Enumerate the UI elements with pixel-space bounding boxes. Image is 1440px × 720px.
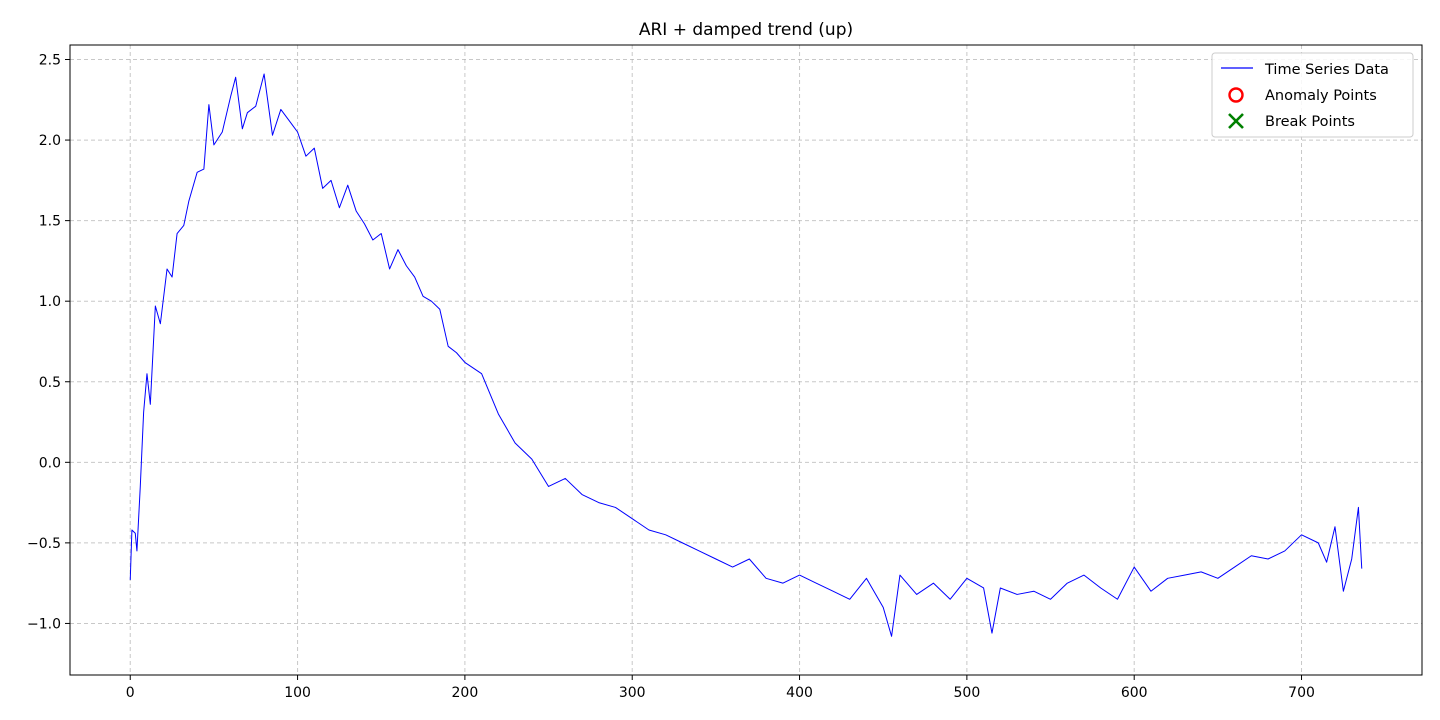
y-tick-label: −1.0 bbox=[27, 616, 61, 632]
x-tick-label: 200 bbox=[452, 685, 479, 701]
y-tick-label: 2.5 bbox=[39, 53, 61, 69]
y-tick-label: 0.0 bbox=[39, 455, 61, 471]
legend: Time Series Data Anomaly Points Break Po… bbox=[1211, 52, 1414, 138]
x-tick-label: 100 bbox=[284, 685, 311, 701]
x-tick-label: 400 bbox=[786, 685, 813, 701]
legend-box bbox=[1211, 52, 1414, 138]
legend-label-series: Time Series Data bbox=[1264, 62, 1389, 78]
plot-frame bbox=[69, 44, 1423, 676]
y-tick-label: 0.5 bbox=[39, 375, 61, 391]
legend-x-icon bbox=[1228, 113, 1244, 129]
legend-label-breaks: Break Points bbox=[1265, 114, 1355, 130]
y-tick-label: −0.5 bbox=[27, 536, 61, 552]
chart-title: ARI + damped trend (up) bbox=[639, 20, 853, 40]
y-tick-label: 1.0 bbox=[39, 294, 61, 310]
tick-layer: 0 100 200 300 400 500 600 700 −1.0 −0.5 0.0 0.5 1.0 1… bbox=[27, 53, 1315, 701]
x-tick-label: 500 bbox=[954, 685, 981, 701]
grid bbox=[70, 45, 1422, 675]
x-tick-label: 700 bbox=[1288, 685, 1315, 701]
legend-circle-icon bbox=[1228, 87, 1244, 103]
series-layer bbox=[129, 73, 1363, 637]
x-tick-label: 300 bbox=[619, 685, 646, 701]
y-tick-label: 1.5 bbox=[39, 214, 61, 230]
legend-label-anomaly: Anomaly Points bbox=[1265, 88, 1377, 104]
x-tick-label: 0 bbox=[126, 685, 135, 701]
y-tick-label: 2.0 bbox=[39, 133, 61, 149]
series-line-time-series bbox=[129, 73, 1363, 637]
x-tick-label: 600 bbox=[1121, 685, 1148, 701]
